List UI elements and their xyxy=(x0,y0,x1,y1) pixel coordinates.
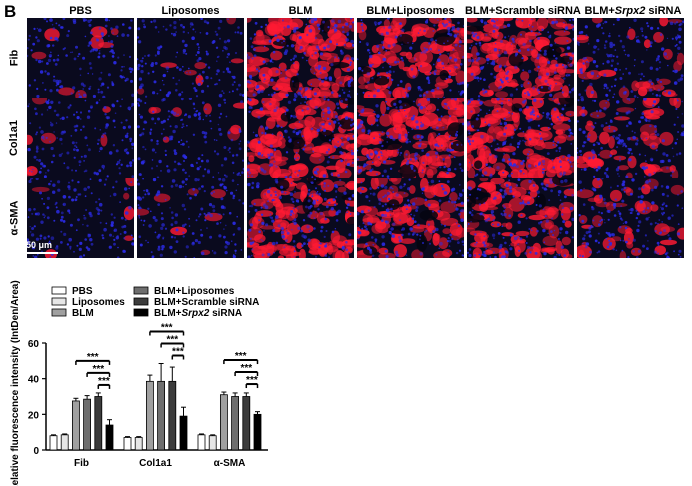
significance-label: *** xyxy=(166,335,178,346)
y-tick-label: 20 xyxy=(28,410,40,421)
row-header-alpha-sma: α-SMA xyxy=(8,200,20,236)
bar xyxy=(168,380,177,451)
micrograph-tile xyxy=(467,18,574,98)
micrograph-tile xyxy=(357,18,464,98)
legend-label: BLM xyxy=(72,308,94,319)
bar xyxy=(253,413,262,451)
micrograph-tile xyxy=(137,178,244,258)
scale-bar-label: 50 μm xyxy=(26,240,53,250)
column-header-blm-srpx2-sirna: BLM+Srpx2 siRNA xyxy=(584,5,682,17)
legend-label: BLM+Scramble siRNA xyxy=(154,297,259,308)
bar xyxy=(208,435,217,451)
bar xyxy=(49,435,58,451)
y-axis-label: Relative fluorescence intensity (IntDen/… xyxy=(10,280,21,486)
significance-label: *** xyxy=(98,376,110,387)
micrograph-tile xyxy=(467,178,574,258)
significance-label: *** xyxy=(172,347,184,358)
bar xyxy=(72,400,80,451)
legend-swatch xyxy=(51,297,67,306)
legend-swatch xyxy=(133,308,149,317)
legend-swatch xyxy=(133,297,149,306)
column-header-pbs: PBS xyxy=(69,5,92,17)
legend-label: Liposomes xyxy=(72,297,125,308)
micrograph-tile xyxy=(137,18,244,98)
micrograph-tile xyxy=(357,178,464,258)
row-header-fib: Fib xyxy=(8,49,20,67)
significance-label: *** xyxy=(87,352,99,363)
significance-label: *** xyxy=(161,323,173,334)
micrograph-tile xyxy=(27,98,134,178)
micrograph-tile xyxy=(357,98,464,178)
legend-label: BLM+Srpx2 siRNA xyxy=(154,308,242,319)
y-tick-label: 40 xyxy=(28,375,40,386)
x-tick-label: α-SMA xyxy=(214,458,246,469)
scale-bar-line xyxy=(26,252,58,254)
significance-label: *** xyxy=(235,351,247,362)
micrograph-tile xyxy=(27,18,134,98)
bar xyxy=(157,380,166,451)
bar xyxy=(242,396,251,451)
y-tick-label: 0 xyxy=(33,446,39,457)
bar xyxy=(134,437,143,451)
x-tick-label: Fib xyxy=(74,458,89,469)
micrograph-tile xyxy=(577,98,684,178)
micrograph-tile xyxy=(247,178,354,258)
micrograph-tile xyxy=(577,18,684,98)
micrograph-tile xyxy=(577,178,684,258)
micrograph-tile xyxy=(27,178,134,258)
column-header-blm-scramble-sirna: BLM+Scramble siRNA xyxy=(465,5,581,17)
bar xyxy=(231,396,240,451)
column-header-blm-liposomes: BLM+Liposomes xyxy=(366,5,455,17)
micrograph-tile xyxy=(247,98,354,178)
row-header-col1a1: Col1a1 xyxy=(8,119,21,157)
legend-swatch xyxy=(51,286,67,295)
bar xyxy=(219,394,228,451)
significance-label: *** xyxy=(92,364,104,375)
micrograph-tile xyxy=(467,98,574,178)
bar xyxy=(94,396,103,451)
significance-label: *** xyxy=(240,363,252,374)
y-tick-label: 60 xyxy=(28,339,40,350)
column-header-liposomes: Liposomes xyxy=(161,5,220,17)
panel-label: B xyxy=(4,2,17,21)
bar xyxy=(123,437,132,451)
legend-swatch xyxy=(133,286,149,295)
bar xyxy=(145,380,154,451)
legend-label: PBS xyxy=(72,286,93,297)
significance-label: *** xyxy=(246,375,258,386)
micrograph-tile xyxy=(137,98,244,178)
x-tick-label: Col1a1 xyxy=(139,458,172,469)
bar xyxy=(105,424,114,451)
bar xyxy=(179,415,188,451)
bar xyxy=(197,434,206,451)
legend-label: BLM+Liposomes xyxy=(154,286,235,297)
bar xyxy=(83,398,91,451)
column-header-blm: BLM xyxy=(288,5,313,17)
bar xyxy=(60,434,69,451)
micrograph-tile xyxy=(247,18,354,98)
legend-swatch xyxy=(51,308,67,317)
